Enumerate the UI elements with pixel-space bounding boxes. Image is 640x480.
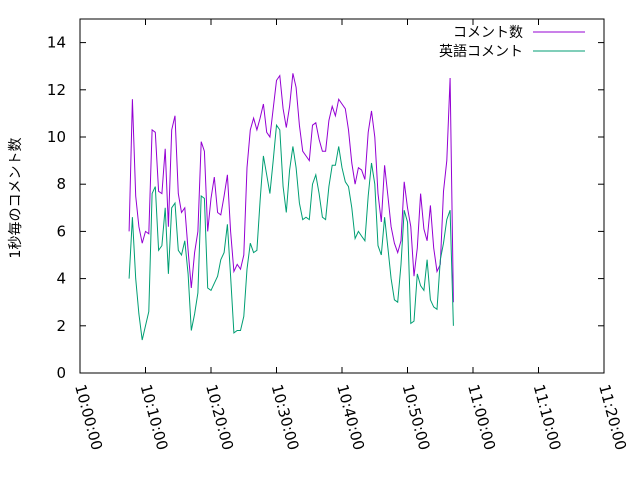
y-tick-label: 10	[47, 128, 66, 146]
legend-label-2: 英語コメント	[439, 43, 523, 60]
series-line-2	[128, 123, 454, 341]
legend-label-1: コメント数	[453, 25, 523, 41]
y-tick-label: 8	[56, 175, 66, 193]
y-tick-label: 0	[56, 364, 66, 382]
y-axis: 0 2 4 6 8 10 12 14	[47, 34, 604, 382]
y-tick-label: 12	[47, 81, 66, 99]
y-tick-label: 2	[56, 317, 66, 335]
series-line-1	[128, 73, 454, 303]
y-tick-label: 4	[56, 270, 66, 288]
y-axis-title: 1秒毎のコメント数	[8, 138, 24, 259]
series-layer	[128, 73, 454, 341]
y-tick-label: 14	[47, 34, 66, 52]
y-tick-label: 6	[56, 222, 66, 240]
